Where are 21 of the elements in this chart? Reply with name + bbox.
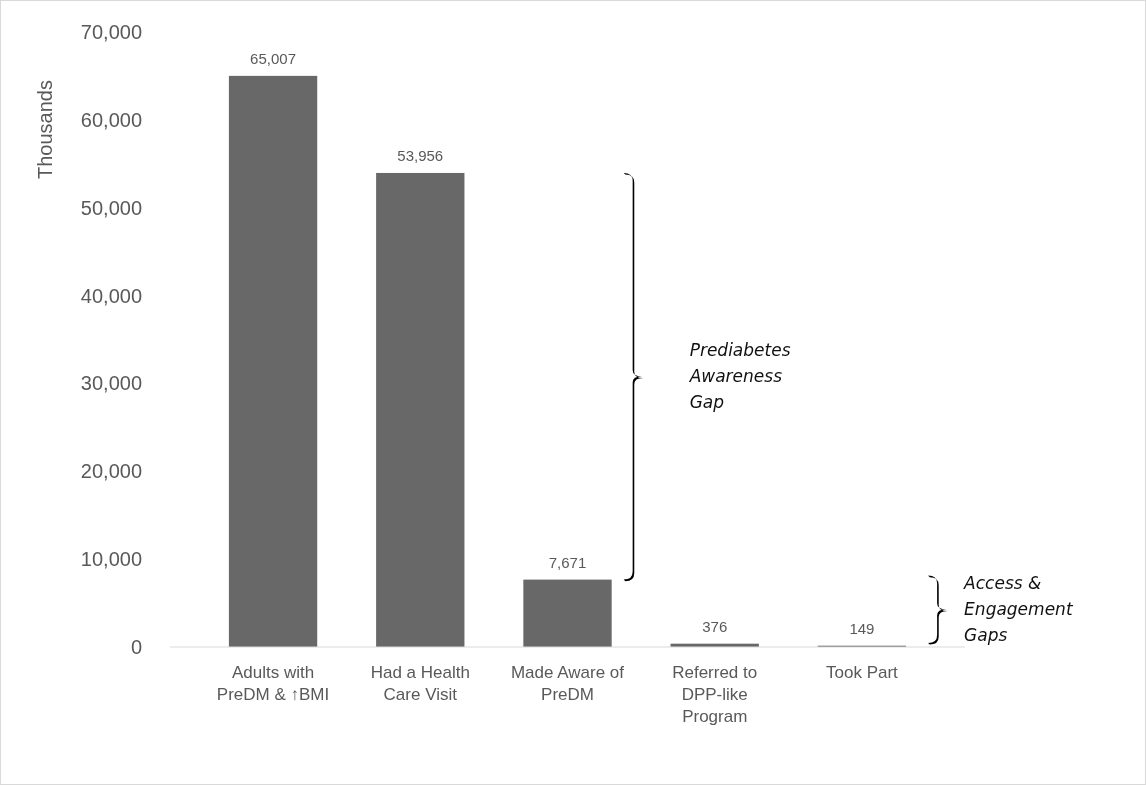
y-tick-label: 0 — [130, 636, 142, 658]
x-tick-label: Adults with PreDM & ↑BMI — [216, 663, 330, 704]
y-tick-label: 20,000 — [80, 460, 142, 483]
data-label: 7,671 — [548, 553, 587, 571]
data-label: 149 — [849, 619, 875, 637]
data-label: 53,956 — [397, 146, 444, 164]
data-label: 65,007 — [250, 49, 296, 67]
x-tick-label: Referred to DPP-like Program — [672, 663, 758, 726]
y-tick-label: 70,000 — [80, 21, 142, 43]
data-label: 376 — [702, 617, 728, 635]
annotation: Access & Engagement Gaps — [963, 573, 1074, 646]
y-tick-label: 50,000 — [80, 196, 142, 219]
y-tick-label: 40,000 — [80, 284, 142, 307]
y-tick-label: 30,000 — [80, 372, 142, 395]
x-tick-label: Took Part — [826, 663, 899, 682]
y-tick-label: 60,000 — [80, 108, 142, 131]
x-tick-label: Made Aware of PreDM — [510, 663, 625, 704]
annotation: Prediabetes Awareness Gap — [688, 340, 791, 413]
y-axis-title: Thousands — [34, 80, 56, 179]
y-tick-label: 10,000 — [80, 548, 142, 571]
x-tick-label: Had a Health Care Visit — [370, 663, 470, 704]
